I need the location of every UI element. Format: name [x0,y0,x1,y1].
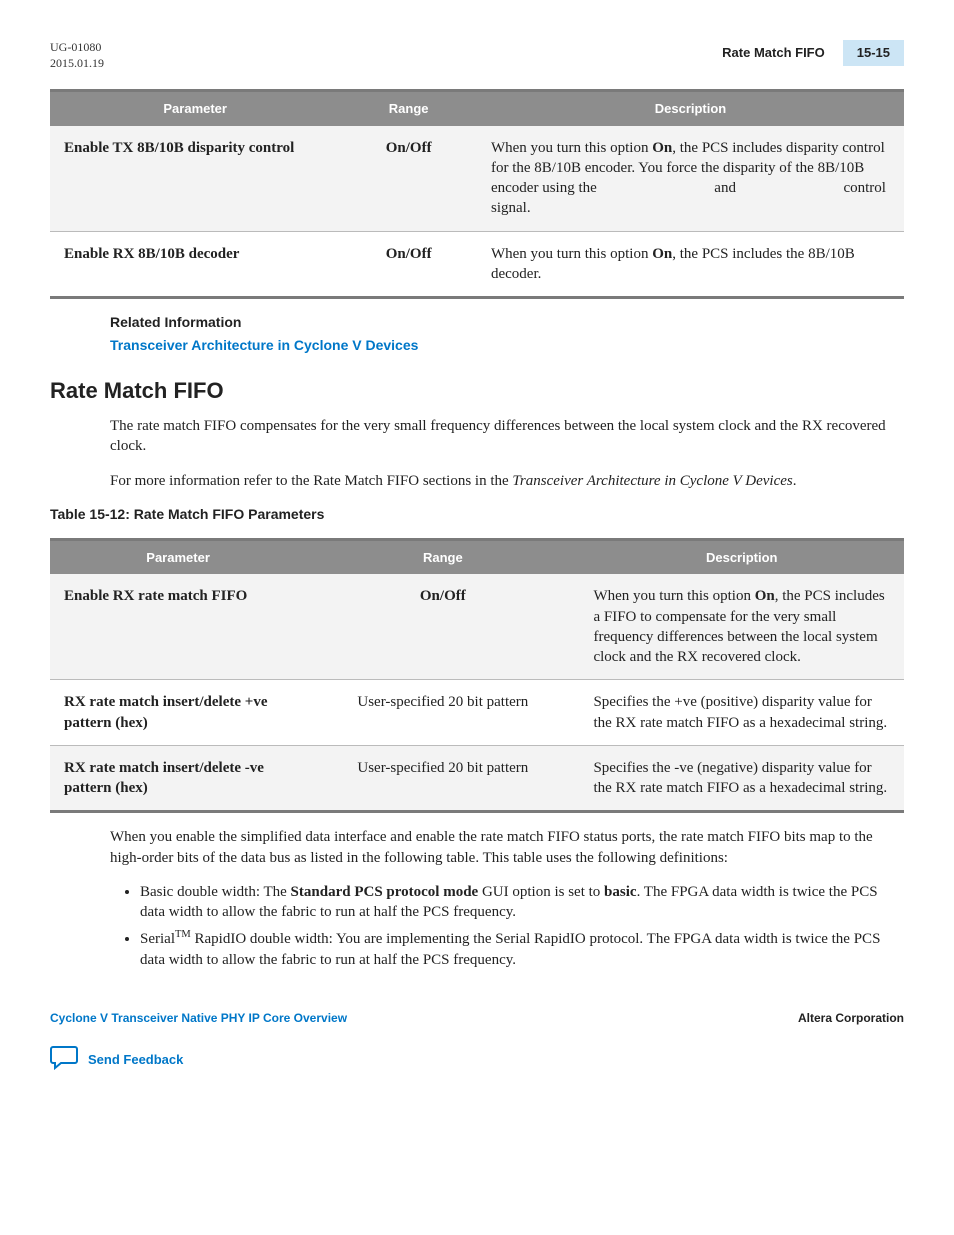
section-title: Rate Match FIFO [50,376,904,406]
header-page: 15-15 [843,40,904,66]
table2-caption: Table 15-12: Rate Match FIFO Parameters [50,505,904,524]
feedback-link[interactable]: Send Feedback [50,1044,904,1076]
th-description: Description [477,91,904,126]
table-8b10b: Parameter Range Description Enable TX 8B… [50,89,904,299]
cell-range: On/Off [340,126,477,232]
cell-param: Enable TX 8B/10B disparity control [50,126,340,232]
cell-range: User-specified 20 bit pattern [306,745,579,812]
footer-left[interactable]: Cyclone V Transceiver Native PHY IP Core… [50,1010,347,1026]
cell-param: RX rate match insert/delete +ve pattern … [50,680,306,746]
related-info: Related Information Transceiver Architec… [110,313,904,356]
th-range: Range [340,91,477,126]
th-parameter: Parameter [50,91,340,126]
th-range: Range [306,539,579,574]
after-table-p: When you enable the simplified data inte… [110,827,904,868]
comment-icon [50,1044,78,1076]
cell-desc: When you turn this option On, the PCS in… [579,574,904,680]
cell-param: RX rate match insert/delete -ve pattern … [50,745,306,812]
cell-range: On/Off [340,231,477,298]
cell-range: User-specified 20 bit pattern [306,680,579,746]
doc-meta: UG-01080 2015.01.19 [50,40,104,71]
table-row: RX rate match insert/delete +ve pattern … [50,680,904,746]
cell-param: Enable RX rate match FIFO [50,574,306,680]
feedback-text: Send Feedback [88,1051,183,1069]
header-right: Rate Match FIFO 15-15 [722,40,904,66]
header-title: Rate Match FIFO [722,44,825,62]
doc-date: 2015.01.19 [50,56,104,72]
cell-desc: Specifies the +ve (positive) disparity v… [579,680,904,746]
list-item: Basic double width: The Standard PCS pro… [140,882,904,923]
cell-desc: When you turn this option On, the PCS in… [477,126,904,232]
section-p1: The rate match FIFO compensates for the … [110,416,904,457]
th-description: Description [579,539,904,574]
footer-right: Altera Corporation [798,1010,904,1026]
cell-desc: Specifies the -ve (negative) disparity v… [579,745,904,812]
related-heading: Related Information [110,313,904,332]
cell-param: Enable RX 8B/10B decoder [50,231,340,298]
table-row: RX rate match insert/delete -ve pattern … [50,745,904,812]
doc-id: UG-01080 [50,40,104,56]
cell-desc: When you turn this option On, the PCS in… [477,231,904,298]
bullet-list: Basic double width: The Standard PCS pro… [140,882,904,970]
list-item: SerialTM RapidIO double width: You are i… [140,928,904,970]
cell-range: On/Off [306,574,579,680]
related-link[interactable]: Transceiver Architecture in Cyclone V De… [110,337,418,353]
table-row: Enable RX 8B/10B decoder On/Off When you… [50,231,904,298]
page-header: UG-01080 2015.01.19 Rate Match FIFO 15-1… [50,40,904,71]
th-parameter: Parameter [50,539,306,574]
table-row: Enable RX rate match FIFO On/Off When yo… [50,574,904,680]
section-p2: For more information refer to the Rate M… [110,471,904,491]
page-footer: Cyclone V Transceiver Native PHY IP Core… [50,1010,904,1026]
table-row: Enable TX 8B/10B disparity control On/Of… [50,126,904,232]
table-rate-match: Parameter Range Description Enable RX ra… [50,538,904,814]
